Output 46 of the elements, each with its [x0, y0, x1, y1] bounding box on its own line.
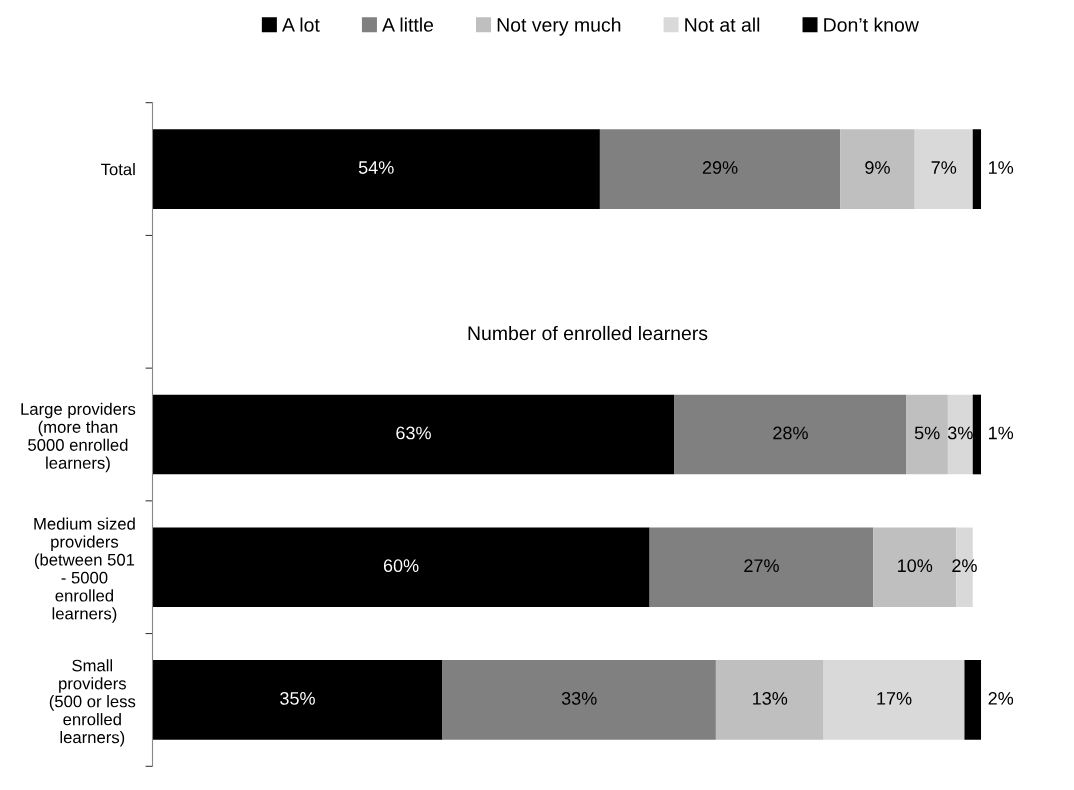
data-label: 60%: [383, 559, 419, 573]
legend-label: A little: [382, 17, 434, 32]
data-label: 1%: [989, 161, 1014, 174]
bar: [152, 129, 600, 209]
data-label: 35%: [280, 692, 315, 705]
bar: [649, 527, 874, 608]
bar: [442, 660, 716, 740]
data-label: 28%: [773, 426, 808, 440]
y-tick-label: Small providers (500 or less enrolled learners): [49, 659, 136, 747]
data-label: 2%: [988, 692, 1014, 705]
legend-label: A lot: [282, 17, 320, 32]
bar: [152, 527, 650, 608]
bar: [947, 394, 973, 475]
bar: [599, 129, 841, 209]
data-label: 9%: [865, 161, 890, 174]
data-label: 13%: [753, 692, 788, 705]
data-label: 33%: [561, 692, 597, 705]
bar: [823, 660, 965, 740]
data-label: 29%: [702, 161, 738, 174]
data-label: 3%: [947, 426, 973, 440]
bar: [840, 129, 915, 209]
y-tick-label: Total: [101, 163, 135, 176]
bar: [914, 129, 973, 209]
legend-label: Don’t know: [824, 17, 919, 32]
bar: [674, 394, 907, 475]
y-tick-label: Large providers (more than 5000 enrolled learners): [21, 402, 136, 473]
data-label: 17%: [877, 692, 912, 705]
data-label: 5%: [914, 426, 940, 440]
data-label: 63%: [396, 426, 431, 440]
data-label: 7%: [931, 161, 957, 174]
y-tick-label: Medium sized providers (between 501 - 5000 enrolled learners): [34, 517, 135, 623]
data-label: 1%: [989, 426, 1014, 440]
bar: [715, 660, 824, 740]
bar: [972, 394, 982, 475]
data-label: 10%: [898, 559, 933, 573]
bar: [152, 660, 443, 740]
data-label: 54%: [358, 161, 394, 174]
data-label: 2%: [952, 559, 977, 572]
data-label: 27%: [744, 559, 779, 572]
bar: [964, 660, 982, 740]
legend-label: Not at all: [685, 17, 760, 32]
bar: [972, 129, 982, 209]
bar: [906, 394, 948, 475]
annotation: Number of enrolled learners: [468, 325, 708, 341]
legend-label: Not very much: [497, 17, 621, 36]
bar: [152, 394, 675, 475]
